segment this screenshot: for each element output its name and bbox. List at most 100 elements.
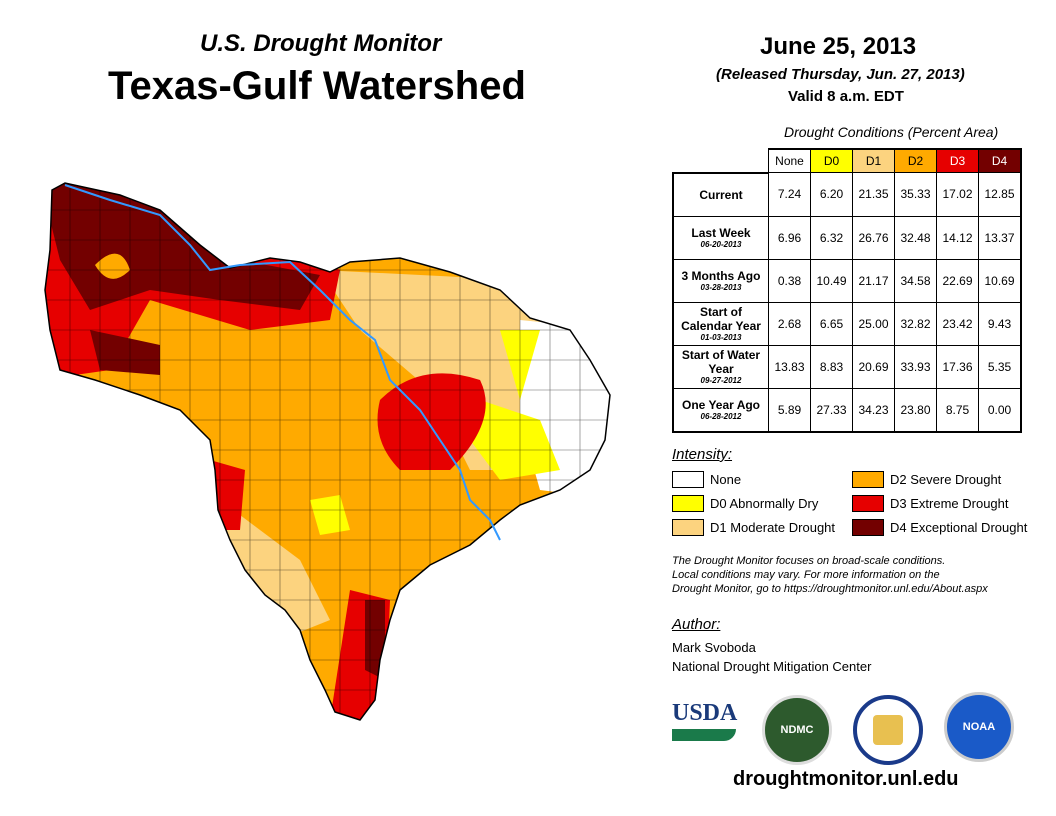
cell-value: 13.83 bbox=[768, 344, 811, 389]
d4-area-north bbox=[45, 183, 320, 310]
row-label: Start of Calendar Year 01-03-2013 bbox=[672, 301, 769, 346]
cell-value: 10.69 bbox=[978, 258, 1022, 303]
website-url[interactable]: droughtmonitor.unl.edu bbox=[733, 768, 959, 790]
cell-value: 32.82 bbox=[894, 301, 937, 346]
valid-time: Valid 8 a.m. EDT bbox=[788, 88, 904, 105]
legend-item: D0 Abnormally Dry bbox=[672, 495, 818, 512]
col-d2: D2 bbox=[894, 148, 937, 173]
row-label: One Year Ago 06-28-2012 bbox=[672, 387, 769, 433]
cell-value: 6.96 bbox=[768, 215, 811, 260]
col-none: None bbox=[768, 148, 811, 173]
cell-value: 17.02 bbox=[936, 172, 979, 217]
subtitle: U.S. Drought Monitor bbox=[200, 30, 442, 57]
row-date: 06-20-2013 bbox=[700, 240, 742, 249]
cell-value: 8.75 bbox=[936, 387, 979, 433]
cell-value: 6.65 bbox=[810, 301, 853, 346]
row-label: Start of Water Year 09-27-2012 bbox=[672, 344, 769, 389]
legend-swatch bbox=[852, 519, 884, 536]
legend-title: Intensity: bbox=[672, 446, 733, 463]
cell-value: 17.36 bbox=[936, 344, 979, 389]
cell-value: 20.69 bbox=[852, 344, 895, 389]
legend-item: D4 Exceptional Drought bbox=[852, 519, 1027, 536]
cell-value: 14.12 bbox=[936, 215, 979, 260]
cell-value: 23.42 bbox=[936, 301, 979, 346]
col-d4: D4 bbox=[978, 148, 1022, 173]
cell-value: 0.38 bbox=[768, 258, 811, 303]
cell-value: 25.00 bbox=[852, 301, 895, 346]
col-d0: D0 bbox=[810, 148, 853, 173]
noaa-logo: NOAA bbox=[944, 692, 1014, 762]
cell-value: 5.35 bbox=[978, 344, 1022, 389]
map-date: June 25, 2013 bbox=[760, 33, 917, 60]
cell-value: 8.83 bbox=[810, 344, 853, 389]
note-line: Drought Monitor, go to https://droughtmo… bbox=[672, 583, 988, 595]
cell-value: 13.37 bbox=[978, 215, 1022, 260]
row-label-text: 3 Months Ago bbox=[681, 269, 761, 283]
cell-value: 22.69 bbox=[936, 258, 979, 303]
author-org: National Drought Mitigation Center bbox=[672, 659, 872, 674]
row-label-text: Last Week bbox=[691, 226, 751, 240]
cell-value: 21.35 bbox=[852, 172, 895, 217]
table-caption: Drought Conditions (Percent Area) bbox=[784, 124, 999, 140]
cell-value: 7.24 bbox=[768, 172, 811, 217]
cell-value: 33.93 bbox=[894, 344, 937, 389]
legend-label: D4 Exceptional Drought bbox=[890, 520, 1028, 535]
d4-area-south bbox=[365, 600, 385, 680]
author-name: Mark Svoboda bbox=[672, 640, 756, 655]
legend-swatch bbox=[852, 495, 884, 512]
legend-swatch bbox=[672, 519, 704, 536]
note-line: The Drought Monitor focuses on broad-sca… bbox=[672, 555, 946, 567]
cell-value: 12.85 bbox=[978, 172, 1022, 217]
watershed-map bbox=[44, 182, 611, 721]
cell-value: 6.32 bbox=[810, 215, 853, 260]
table-row: Start of Water Year 09-27-2012 13.83 8.83 20… bbox=[672, 344, 1022, 389]
col-d3: D3 bbox=[936, 148, 979, 173]
cell-value: 27.33 bbox=[810, 387, 853, 433]
legend-label: D0 Abnormally Dry bbox=[710, 496, 819, 511]
row-date: 09-27-2012 bbox=[700, 376, 742, 385]
release-date: (Released Thursday, Jun. 27, 2013) bbox=[716, 66, 965, 83]
row-label-text: One Year Ago bbox=[681, 398, 761, 412]
legend-swatch bbox=[672, 471, 704, 488]
author-info: Mark Svoboda National Drought Mitigation… bbox=[672, 638, 871, 676]
ndmc-logo: NDMC bbox=[762, 695, 832, 765]
row-date: 03-28-2013 bbox=[700, 283, 742, 292]
river bbox=[64, 184, 501, 541]
legend-item: D1 Moderate Drought bbox=[672, 519, 835, 536]
row-label-text: Start of Calendar Year bbox=[681, 305, 761, 333]
cell-value: 23.80 bbox=[894, 387, 937, 433]
d3-area-central bbox=[377, 373, 486, 470]
legend-label: None bbox=[710, 472, 742, 487]
doc-seal-logo bbox=[853, 695, 923, 765]
row-date: 01-03-2013 bbox=[700, 333, 742, 342]
table-row: Last Week 06-20-2013 6.96 6.32 26.76 32.48 14.… bbox=[672, 215, 1022, 260]
usda-logo-text: USDA bbox=[672, 700, 738, 726]
cell-value: 5.89 bbox=[768, 387, 811, 433]
cell-value: 34.23 bbox=[852, 387, 895, 433]
legend-item: None bbox=[672, 471, 741, 488]
drought-conditions-table: None D0 D1 D2 D3 D4 Current 7.24 6.20 21.35… bbox=[672, 148, 1022, 433]
cell-value: 32.48 bbox=[894, 215, 937, 260]
col-d1: D1 bbox=[852, 148, 895, 173]
table-row: One Year Ago 06-28-2012 5.89 27.33 34.23 23.8… bbox=[672, 387, 1022, 433]
cell-value: 10.49 bbox=[810, 258, 853, 303]
legend-label: D1 Moderate Drought bbox=[710, 520, 836, 535]
cell-value: 2.68 bbox=[768, 301, 811, 346]
row-date: 06-28-2012 bbox=[700, 412, 742, 421]
row-label-text: Current bbox=[699, 187, 743, 202]
d4-area-west bbox=[90, 330, 160, 375]
cell-value: 34.58 bbox=[894, 258, 937, 303]
cell-value: 6.20 bbox=[810, 172, 853, 217]
table-header-row: None D0 D1 D2 D3 D4 bbox=[673, 148, 1022, 174]
legend-label: D3 Extreme Drought bbox=[890, 496, 1009, 511]
table-row: 3 Months Ago 03-28-2013 0.38 10.49 21.17 34.5… bbox=[672, 258, 1022, 303]
legend-item: D3 Extreme Drought bbox=[852, 495, 1009, 512]
table-row: Current 7.24 6.20 21.35 35.33 17.02 12.85 bbox=[672, 172, 1022, 217]
row-label: Current bbox=[672, 172, 769, 217]
cell-value: 0.00 bbox=[978, 387, 1022, 433]
legend-swatch bbox=[672, 495, 704, 512]
legend-swatch bbox=[852, 471, 884, 488]
legend-item: D2 Severe Drought bbox=[852, 471, 1001, 488]
author-title: Author: bbox=[672, 616, 721, 633]
